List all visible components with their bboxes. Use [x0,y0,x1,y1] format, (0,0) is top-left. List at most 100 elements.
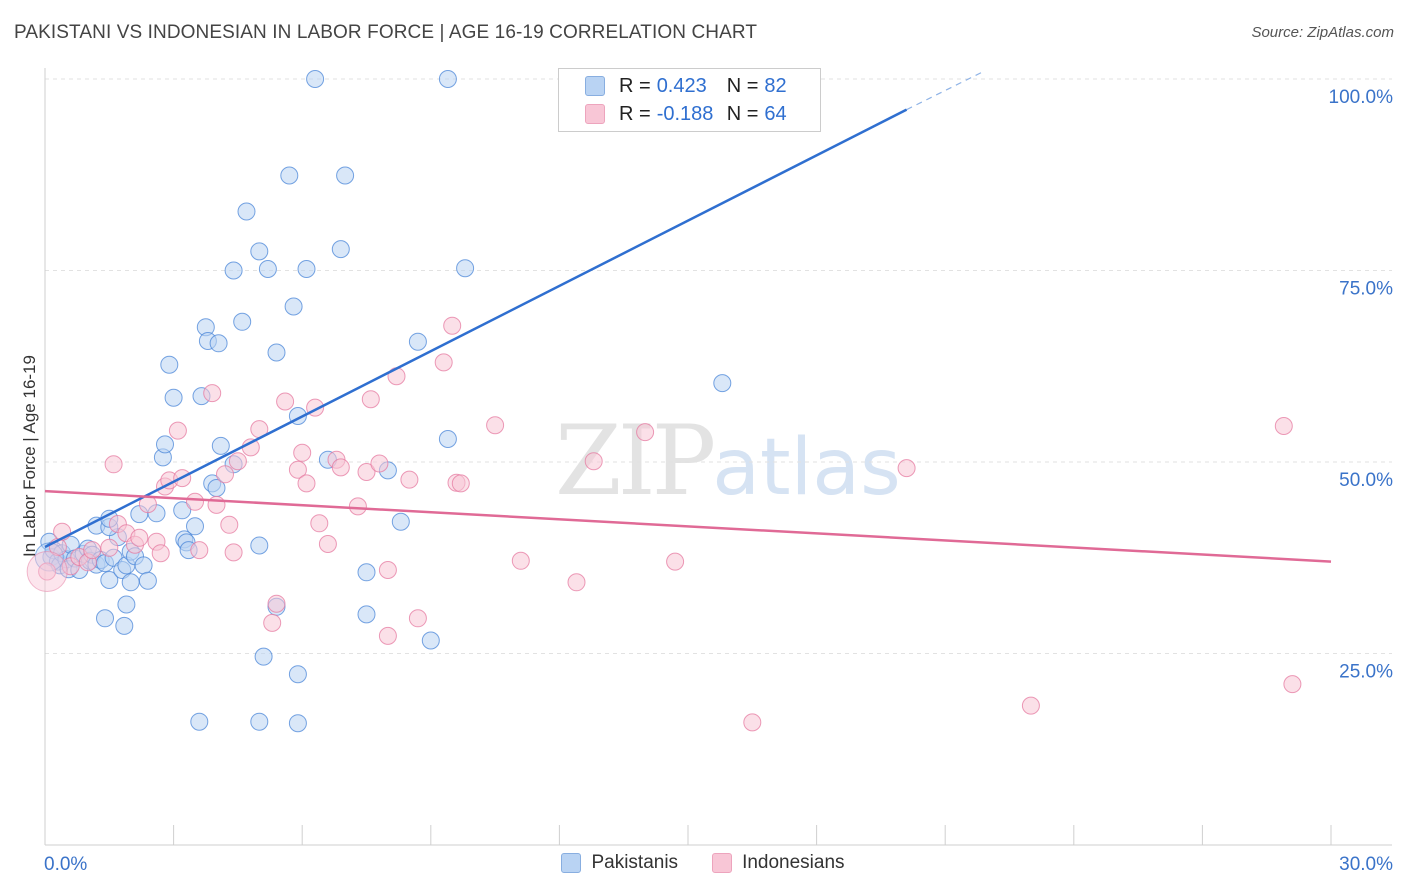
indonesian-point [511,551,530,570]
pakistani-point [96,609,114,628]
indonesian-point [216,465,234,484]
indonesian-point [318,535,337,553]
indonesian-cluster-point [26,551,68,593]
pakistani-point [121,573,140,592]
legend-r-value-indonesian: -0.188 [656,102,714,125]
watermark-zip: ZIP [555,405,716,517]
y-axis-label: In Labor Force | Age 16-19 [20,355,39,557]
indonesian-point [263,613,282,632]
indonesian-point [288,460,307,479]
y-tick-label-75: 75.0% [1339,279,1393,300]
pakistani-point [237,202,256,221]
indonesian-point [378,561,397,579]
legend-r-label: R = [619,102,651,125]
pakistani-point [190,712,209,731]
pakistani-point [438,430,457,448]
x-tick-label-max: 30.0% [1339,854,1393,875]
indonesian-point [1274,417,1293,435]
pakistani-trend-extension [906,70,985,111]
indonesian-point [228,452,247,471]
pakistani-point [258,260,277,278]
pakistani-point [233,312,252,331]
indonesian-point [100,538,119,557]
legend-label-pakistanis: Pakistanis [591,852,679,873]
trend-lines [44,70,1332,563]
pakistani-point [357,563,376,582]
indonesian-points [26,316,1302,732]
pakistani-point [186,517,204,536]
pakistani-point [117,595,136,614]
pakistani-point [209,334,228,353]
indonesian-point [370,454,389,473]
pakistani-point [134,556,153,575]
indonesian-trend-line [44,489,1332,563]
legend-n-value-pakistani: 82 [764,74,787,97]
legend-row-pakistani: R = 0.423 N = 82 [585,73,787,99]
indonesian-point [400,470,419,489]
indonesian-point [897,459,916,478]
series-legend: Pakistanis Indonesians [0,852,1406,874]
watermark-atlas: atlas [712,423,901,513]
legend-swatch-pink [585,104,605,124]
axes [44,68,1392,846]
pakistani-point [164,388,183,407]
pakistani-point [156,435,174,454]
indonesian-point [443,316,462,335]
pakistani-point [100,571,119,589]
pakistani-point [160,355,179,374]
pakistani-point [115,616,134,635]
legend-label-indonesians: Indonesians [742,852,845,873]
indonesian-point [434,353,453,372]
pakistani-point [224,261,243,280]
indonesian-point [408,609,427,628]
pakistani-point [173,501,192,520]
legend-swatch-blue [585,76,605,96]
chart-title: PAKISTANI VS INDONESIAN IN LABOR FORCE |… [14,22,758,43]
indonesian-point [666,552,685,571]
pakistani-point [254,647,273,666]
pakistani-trend-line [44,108,908,549]
indonesian-point [38,562,57,581]
pakistani-point [211,436,230,455]
y-tick-label-50: 50.0% [1339,470,1393,491]
pakistani-point [250,712,269,731]
legend-row-indonesian: R = -0.188 N = 64 [585,101,787,127]
indonesian-point [636,423,655,442]
legend-r-label: R = [619,74,651,97]
indonesian-point [203,384,222,403]
pakistani-point [250,242,269,261]
legend-swatch-indonesians [712,853,733,873]
indonesian-point [267,594,286,613]
indonesian-point [584,452,603,471]
legend-swatch-pakistanis [561,853,582,873]
pakistani-point [280,166,299,185]
indonesian-point [186,492,204,511]
pakistani-point [288,665,307,684]
x-tick-label-min: 0.0% [44,854,87,875]
indonesian-point [378,626,397,645]
indonesian-point [486,416,505,435]
indonesian-point [104,455,123,474]
pakistani-point [421,631,440,650]
pakistani-point [284,297,303,316]
legend-item-indonesians[interactable]: Indonesians [712,852,845,874]
indonesian-point [276,392,295,411]
indonesian-point [151,544,170,563]
pakistani-point [438,70,457,88]
legend-item-pakistanis[interactable]: Pakistanis [561,852,678,874]
grid-lines [45,78,1392,654]
y-tick-label-100: 100.0% [1329,87,1394,108]
indonesian-point [220,515,239,534]
indonesian-point [348,497,367,516]
legend-n-value-indonesian: 64 [764,102,787,125]
indonesian-point [293,443,312,462]
y-tick-label-25: 25.0% [1339,662,1393,683]
correlation-legend: R = 0.423 N = 82 R = -0.188 N = 64 [558,68,821,132]
indonesian-point [297,474,316,493]
indonesian-point [83,541,102,560]
pakistani-point [357,605,376,624]
indonesian-point [361,390,380,409]
pakistani-point [331,240,350,259]
legend-n-label: N = [726,74,759,97]
